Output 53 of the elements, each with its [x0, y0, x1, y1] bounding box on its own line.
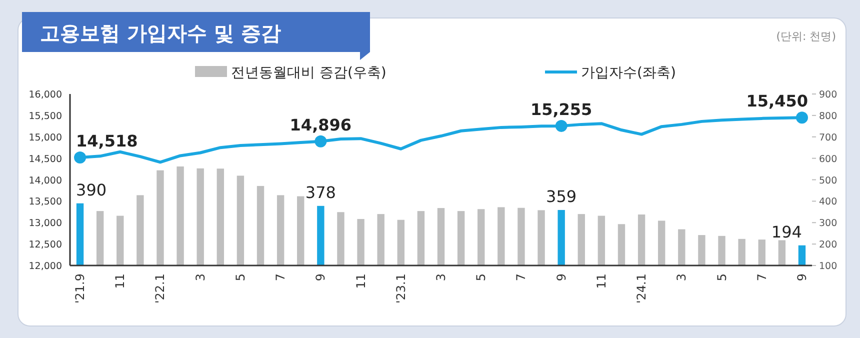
x-tick-label: 7: [514, 274, 528, 282]
x-tick-label: '21.9: [73, 274, 88, 304]
point: [74, 152, 86, 164]
text: (단위: 천명): [776, 30, 836, 43]
data-label: 359: [546, 186, 577, 206]
point: [555, 120, 568, 132]
y2-tick-label: 900: [819, 90, 838, 100]
legend-label: 전년동월대비 증감(우축): [231, 65, 386, 81]
y2-tick-label: 700: [819, 132, 838, 144]
x-tick-label: 7: [274, 274, 288, 282]
x-tick-label: 11: [113, 274, 128, 289]
data-label: 15,255: [530, 100, 592, 119]
x-tick-label: 3: [193, 274, 208, 282]
y2-tick-label: 400: [819, 196, 838, 208]
x-tick-label: 5: [474, 274, 488, 282]
x-tick-label: 11: [594, 274, 608, 289]
y2-tick-label: 500: [819, 175, 838, 186]
y2-tick-label: 100: [819, 261, 838, 272]
data-label: 15,450: [746, 92, 808, 111]
data-label: 390: [76, 180, 107, 200]
y-tick-label: 14,500: [28, 154, 62, 165]
x-tick-label: 9: [314, 274, 328, 282]
y-tick-label: 13,500: [28, 196, 62, 208]
y-tick-label: 15,000: [28, 132, 62, 144]
x-tick-label: 9: [794, 274, 809, 282]
y2-tick-label: 200: [819, 240, 838, 251]
y2-tick-label: 300: [819, 218, 838, 230]
x-tick-label: 3: [674, 274, 689, 282]
data-label: 194: [771, 222, 802, 242]
x-tick-label: '24.1: [634, 274, 649, 304]
x-tick-label: 11: [354, 274, 368, 289]
y-tick-label: 12,000: [28, 261, 62, 272]
data-label: 378: [305, 182, 336, 202]
x-tick-label: 3: [434, 274, 448, 282]
y-tick-label: 14,000: [28, 175, 62, 186]
x-tick-label: 9: [554, 274, 568, 282]
y-tick-label: 16,000: [28, 90, 62, 100]
point: [796, 112, 808, 124]
y2-tick-label: 800: [819, 110, 838, 122]
y-tick-label: 12,500: [28, 240, 62, 251]
chart-title: 고용보험 가입자수 및 증감: [40, 21, 281, 45]
y-tick-label: 13,000: [28, 218, 62, 230]
point: [314, 135, 327, 148]
data-label: 14,518: [76, 132, 138, 151]
x-tick-label: 5: [714, 274, 729, 282]
data-label: 14,896: [290, 115, 352, 134]
x-tick-label: '23.1: [394, 274, 408, 304]
x-tick-label: 7: [754, 274, 769, 282]
y2-tick-label: 600: [819, 154, 838, 165]
y-tick-label: 15,500: [28, 110, 62, 122]
legend-label: 가입자수(좌축): [581, 65, 676, 81]
x-tick-label: '22.1: [153, 274, 168, 304]
x-tick-label: 5: [233, 274, 248, 282]
